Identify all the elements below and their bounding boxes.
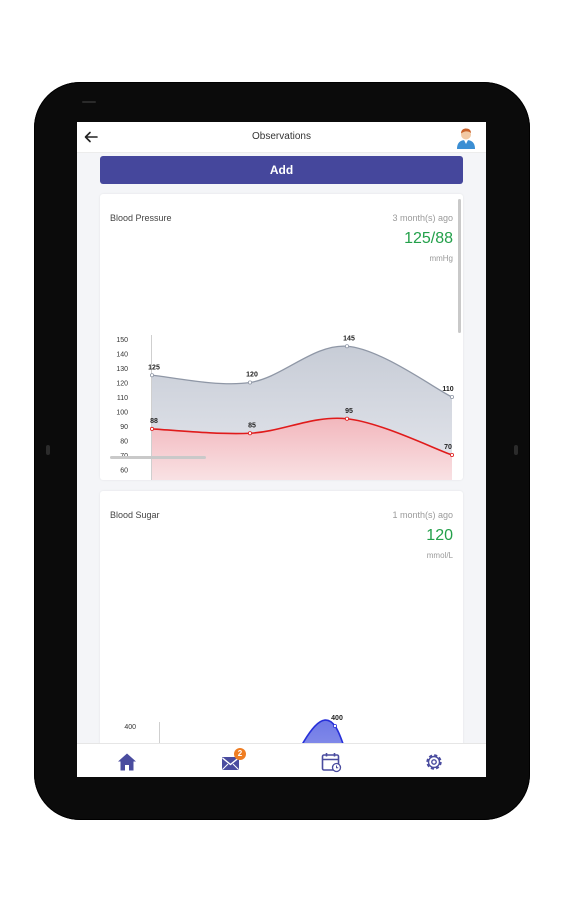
calendar-icon[interactable] [320,751,342,773]
blood-pressure-card[interactable]: Blood Pressure 3 month(s) ago 125/88 mmH… [100,194,463,480]
data-label: 70 [444,444,452,451]
data-point [332,723,337,728]
blood-pressure-chart: 1501401301201101009080706050125120145110… [116,335,454,480]
data-point [449,452,454,457]
data-label: 400 [331,715,343,722]
series-line [302,719,344,743]
card-unit: mmHg [429,254,453,263]
y-tick-label: 110 [117,395,128,402]
back-arrow-icon[interactable] [83,129,99,145]
avatar[interactable] [454,125,478,149]
data-label: 145 [343,335,355,342]
data-label: 95 [345,408,353,415]
data-label: 125 [148,364,160,371]
card-latest-value: 120 [426,527,453,544]
y-tick-label: 60 [120,468,128,475]
bottom-tab-bar: 2 [77,743,486,777]
y-tick-label: 400 [124,724,136,731]
device-side-button-left [46,445,50,455]
y-tick-label: 140 [116,352,128,359]
unread-badge: 2 [234,748,246,760]
home-icon[interactable] [116,751,138,773]
data-point [449,394,454,399]
data-label: 85 [248,422,256,429]
data-label: 88 [150,418,158,425]
y-tick-label: 130 [116,366,128,373]
blood-sugar-card[interactable]: Blood Sugar 1 month(s) ago 120 mmol/L 40… [100,491,463,743]
mail-icon[interactable] [219,751,241,773]
data-label: 120 [246,372,258,379]
card-title: Blood Pressure [110,213,172,223]
card-time-ago: 1 month(s) ago [392,510,453,520]
app-header: Observations [77,122,486,153]
observations-list: Add Blood Pressure 3 month(s) ago 125/88… [77,153,486,743]
card-latest-value: 125/88 [404,230,453,247]
data-label: 110 [442,386,453,393]
card-unit: mmol/L [426,551,453,560]
data-point [344,344,349,349]
data-point [150,426,155,431]
data-point [247,431,252,436]
page-title: Observations [252,131,311,142]
chart-horizontal-scrollbar[interactable] [110,456,206,459]
blood-sugar-chart: 400350300250200150100500120873004005.6 [124,715,344,743]
device-speaker [82,101,96,103]
y-tick-label: 100 [116,410,128,417]
device-side-button-right [514,445,518,455]
series-area [302,720,343,743]
app-screen: Observations Add Blood Pressure 3 month(… [77,122,486,777]
series-line [151,417,453,456]
list-vertical-scrollbar[interactable] [458,199,461,333]
y-tick-label: 120 [116,381,128,388]
add-button[interactable]: Add [100,156,463,184]
data-point [150,373,155,378]
data-point [247,380,252,385]
card-time-ago: 3 month(s) ago [392,213,453,223]
y-tick-label: 150 [116,337,128,344]
card-title: Blood Sugar [110,510,160,520]
data-point [344,416,349,421]
gear-icon[interactable] [423,751,445,773]
series-line [151,345,453,398]
y-tick-label: 90 [120,424,128,431]
y-tick-label: 80 [120,439,128,446]
